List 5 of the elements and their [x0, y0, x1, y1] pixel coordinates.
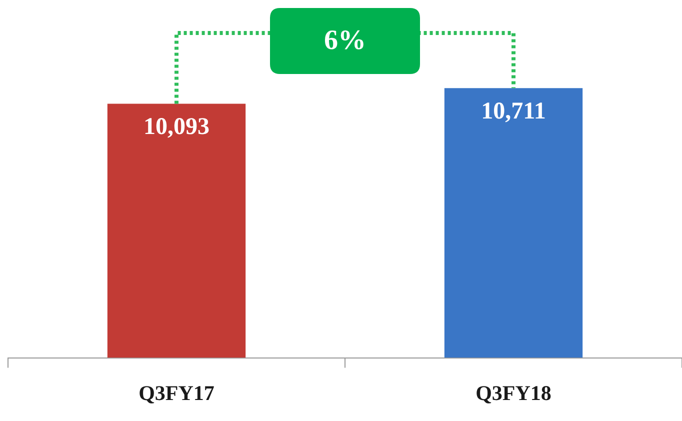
- data-label: 10,711: [481, 98, 546, 124]
- x-tick-label: Q3FY18: [476, 380, 552, 405]
- data-label: 10,093: [144, 114, 210, 140]
- text: 6%: [324, 25, 366, 56]
- x-tick-label: Q3FY17: [138, 380, 214, 405]
